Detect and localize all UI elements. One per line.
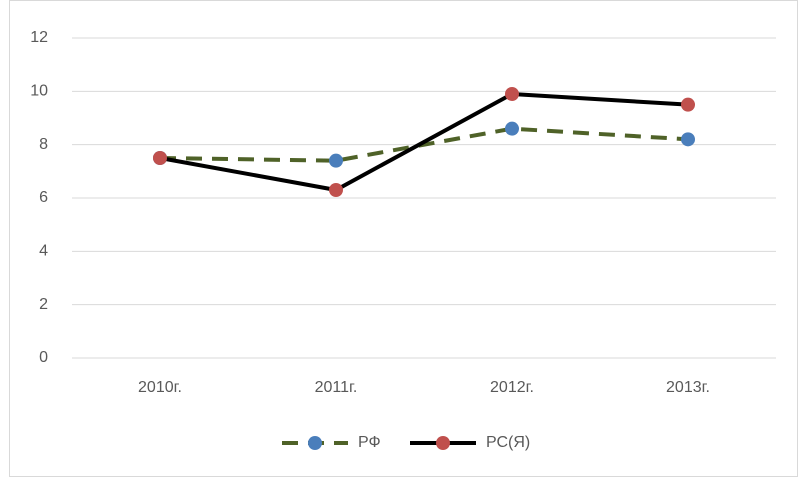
legend-marker <box>436 436 450 450</box>
marker <box>681 132 695 147</box>
marker <box>505 121 519 136</box>
x-tick-label: 2011г. <box>315 379 358 396</box>
marker <box>681 97 695 112</box>
y-tick-label: 4 <box>39 243 48 260</box>
marker <box>329 183 343 197</box>
marker <box>153 151 167 165</box>
marker <box>329 153 343 168</box>
x-tick-label: 2012г. <box>490 379 534 396</box>
x-tick-label: 2010г. <box>138 379 182 396</box>
legend-label: РФ <box>358 434 381 451</box>
chart-border <box>9 0 798 477</box>
series-line <box>159 92 689 192</box>
y-tick-label: 0 <box>39 349 48 366</box>
y-tick-label: 2 <box>39 296 48 313</box>
y-tick-label: 10 <box>30 83 48 100</box>
legend-label: РС(Я) <box>486 434 530 451</box>
x-tick-label: 2013г. <box>666 379 710 396</box>
y-tick-label: 12 <box>30 29 48 46</box>
marker <box>505 87 519 101</box>
series-line <box>159 126 689 163</box>
y-tick-label: 6 <box>39 189 48 206</box>
y-tick-label: 8 <box>39 136 48 153</box>
legend-marker <box>308 436 322 450</box>
